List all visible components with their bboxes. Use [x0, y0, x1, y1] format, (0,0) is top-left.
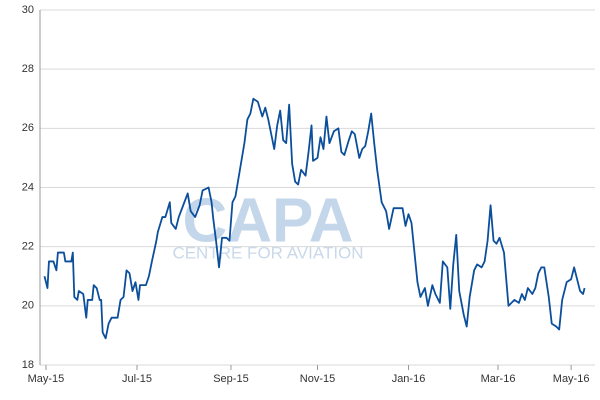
x-tick-label: May-15 — [28, 373, 65, 385]
x-tick-label: Jul-15 — [122, 373, 152, 385]
x-tick-label: Nov-15 — [300, 373, 335, 385]
y-tick-label: 24 — [22, 181, 34, 193]
y-tick-label: 28 — [22, 63, 34, 75]
y-tick-label: 30 — [22, 4, 34, 16]
x-tick-label: May-16 — [553, 373, 590, 385]
y-tick-label: 22 — [22, 241, 34, 253]
x-tick-label: Jan-16 — [392, 373, 426, 385]
x-tick-label: Mar-16 — [481, 373, 516, 385]
y-tick-label: 26 — [22, 122, 34, 134]
y-tick-label: 18 — [22, 359, 34, 371]
x-tick-label: Sep-15 — [213, 373, 248, 385]
y-tick-label: 20 — [22, 300, 34, 312]
line — [43, 97, 586, 340]
